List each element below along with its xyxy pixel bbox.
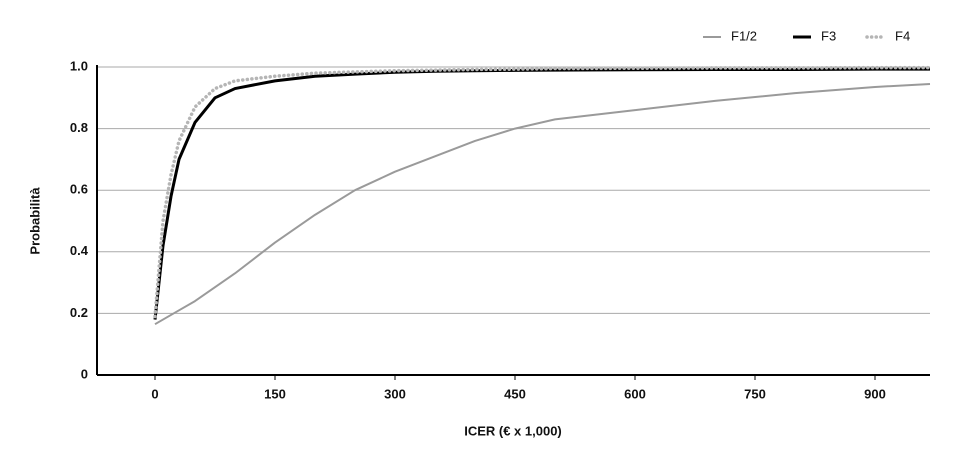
- y-tick-label: 0.8: [70, 120, 88, 135]
- line-series: [153, 65, 932, 319]
- x-tick-label: 0: [151, 386, 158, 401]
- legend-label: F4: [895, 28, 910, 43]
- x-tick-label: 450: [504, 386, 526, 401]
- legend-label: F1/2: [731, 28, 757, 43]
- y-tick-label: 0.2: [70, 305, 88, 320]
- y-tick-label: 0.4: [70, 243, 89, 258]
- x-tick-label: 750: [744, 386, 766, 401]
- x-tick-label: 300: [384, 386, 406, 401]
- line-series: [154, 82, 931, 326]
- y-tick-label: 1.0: [70, 58, 88, 73]
- x-tick-label: 600: [624, 386, 646, 401]
- x-axis-label: ICER (€ x 1,000): [464, 423, 562, 438]
- line-series: [153, 67, 930, 320]
- y-axis-label: Probabilità: [27, 187, 42, 255]
- legend-label: F3: [821, 28, 836, 43]
- y-tick-label: 0: [81, 366, 88, 381]
- x-tick-label: 150: [264, 386, 286, 401]
- y-tick-label: 0.6: [70, 182, 88, 197]
- x-tick-label: 900: [864, 386, 886, 401]
